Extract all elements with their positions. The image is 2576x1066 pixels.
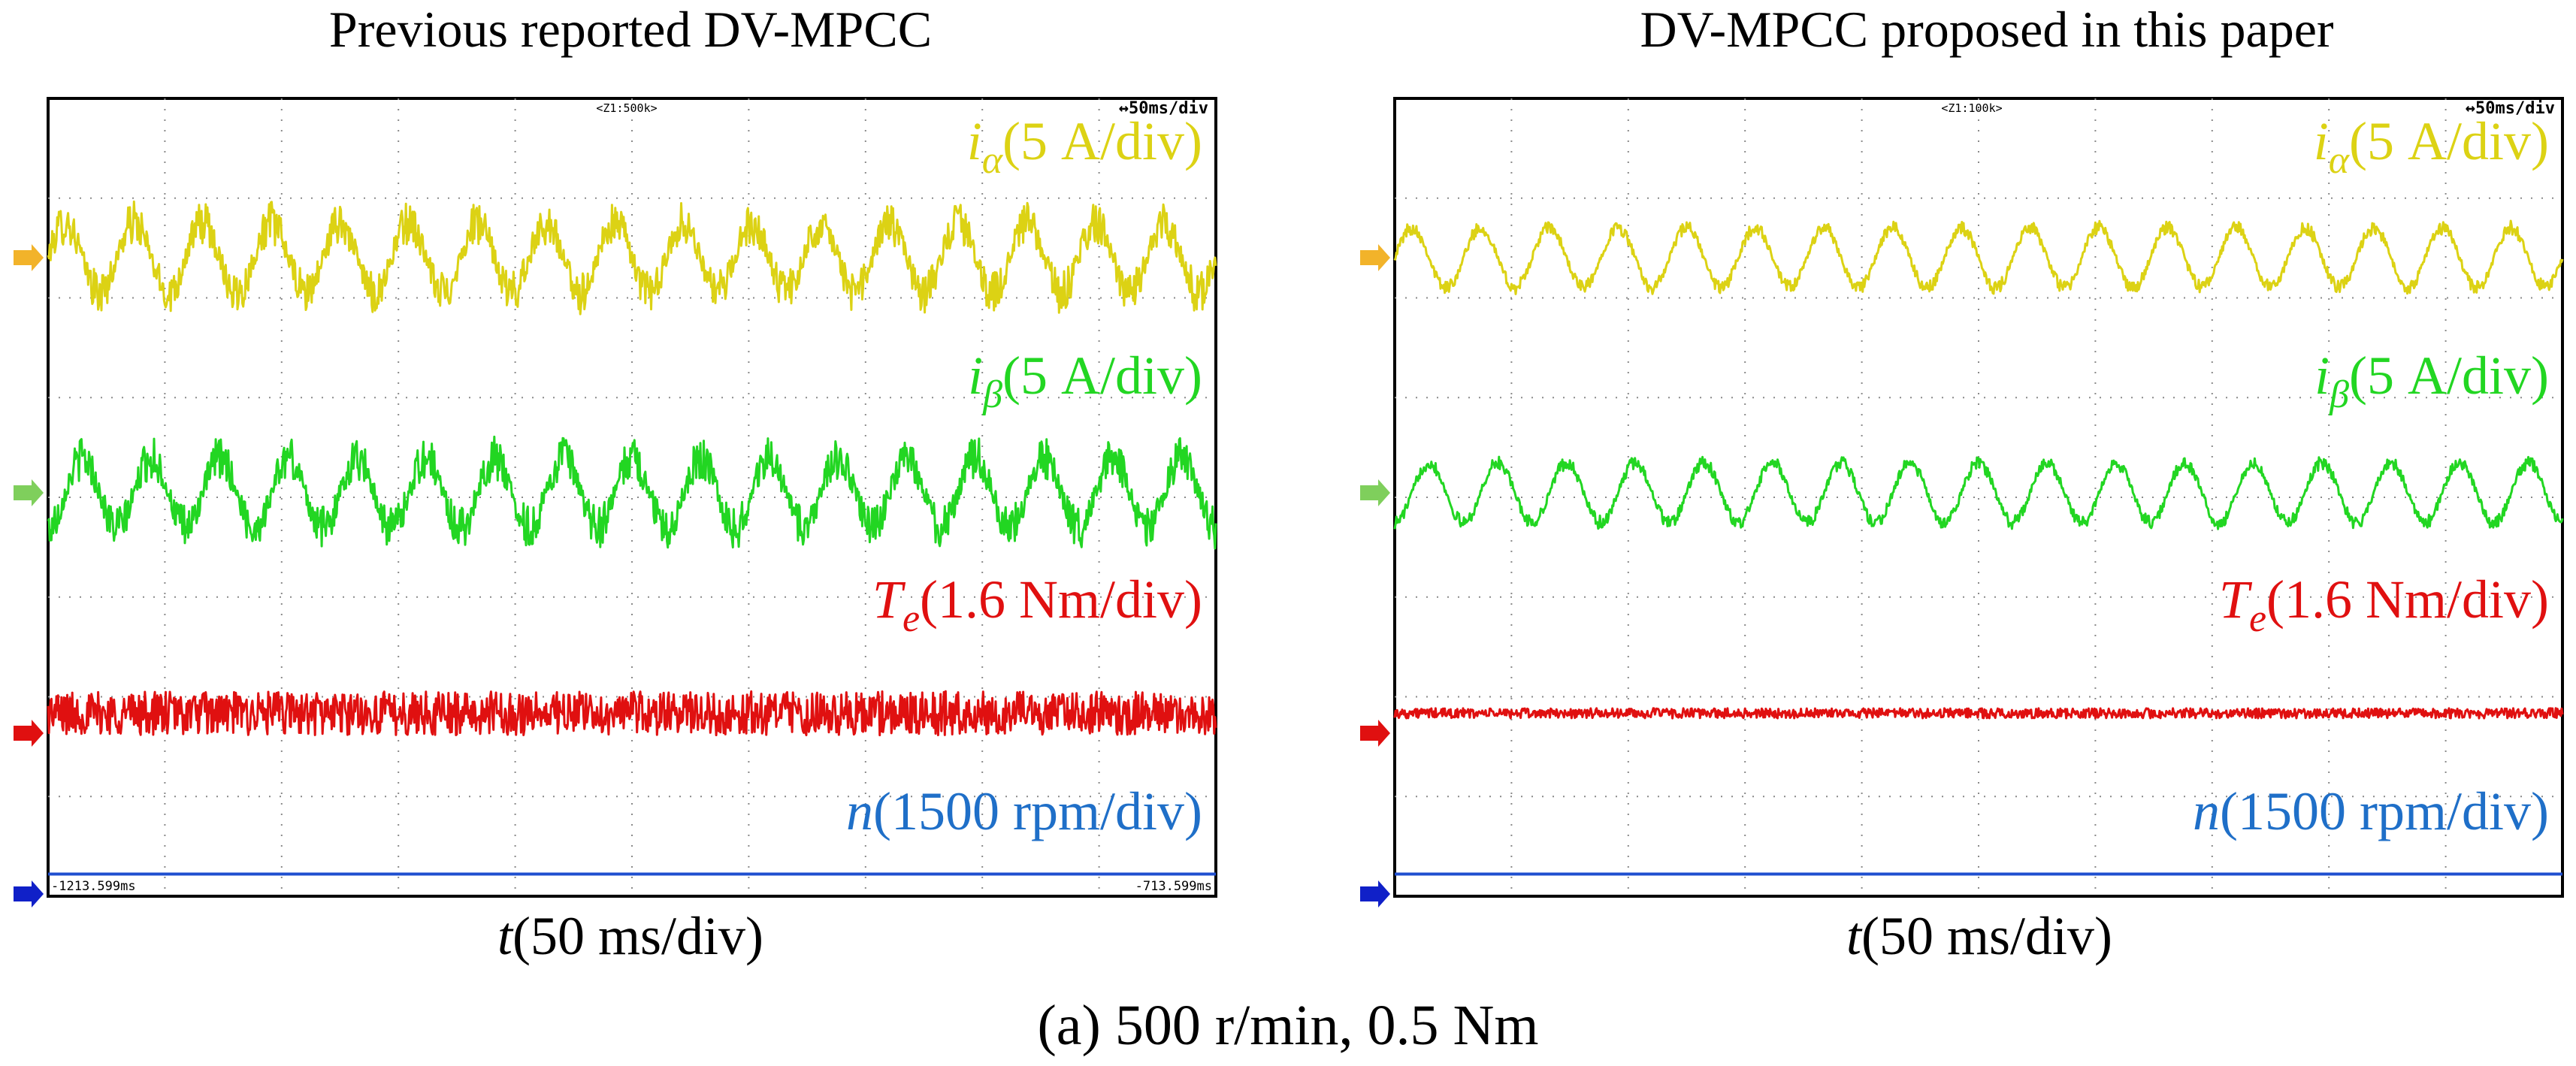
trace-te-left [47, 690, 1217, 737]
marker-ibeta-right [1360, 479, 1390, 506]
label-te-right: Te(1.6 Nm/div) [2219, 569, 2549, 640]
marker-n-right [1360, 880, 1390, 907]
panel-title-right: DV-MPCC proposed in this paper [1640, 1, 2333, 58]
timebase-label-left: ↔50ms/div [1119, 99, 1208, 118]
trace-te-right [1393, 707, 2564, 720]
panel-right: DV-MPCC proposed in this paper <Z1:100k>… [1360, 1, 2564, 966]
marker-n-left [14, 880, 44, 907]
scope-frame-left [47, 97, 1217, 898]
label-n-right: n(1500 rpm/div) [2193, 781, 2549, 841]
xlabel-left: t(50 ms/div) [497, 906, 763, 966]
trace-line-i-alpha [1393, 219, 2564, 295]
trace-line-te [1393, 707, 2564, 720]
marker-ialpha-left [14, 244, 44, 271]
marker-ialpha-right [1360, 244, 1390, 271]
panel-left: Previous reported DV-MPCC <Z1:500k> ↔50m… [14, 1, 1217, 966]
trace-line-te [47, 690, 1217, 737]
zoom-label-left: <Z1:500k> [596, 101, 657, 115]
trace-ialpha-left [47, 200, 1217, 316]
label-n-left: n(1500 rpm/div) [846, 781, 1202, 841]
figure-caption: (a) 500 r/min, 0.5 Nm [1037, 994, 1538, 1057]
marker-te-right [1360, 720, 1390, 747]
marker-ibeta-left [14, 479, 44, 506]
label-ialpha-right: iα(5 A/div) [2314, 111, 2549, 182]
label-ibeta-left: iβ(5 A/div) [968, 346, 1202, 416]
trace-line-i-beta [1393, 455, 2564, 530]
trace-ibeta-left [47, 435, 1217, 550]
label-ialpha-left: iα(5 A/div) [967, 111, 1202, 182]
time-end-label: -713.599ms [1135, 879, 1212, 894]
trace-ibeta-right [1393, 455, 2564, 530]
xlabel-right: t(50 ms/div) [1846, 906, 2112, 966]
label-te-left: Te(1.6 Nm/div) [872, 569, 1202, 640]
label-ibeta-right: iβ(5 A/div) [2314, 346, 2549, 416]
marker-te-left [14, 720, 44, 747]
zoom-label-right: <Z1:100k> [1941, 101, 2002, 115]
timebase-label-right: ↔50ms/div [2466, 99, 2555, 118]
scope-frame-right [1393, 97, 2564, 898]
trace-line-i-beta [47, 435, 1217, 550]
trace-ialpha-right [1393, 219, 2564, 295]
panel-title-left: Previous reported DV-MPCC [329, 1, 932, 58]
trace-line-i-alpha [47, 200, 1217, 316]
time-start-label: -1213.599ms [51, 879, 136, 894]
